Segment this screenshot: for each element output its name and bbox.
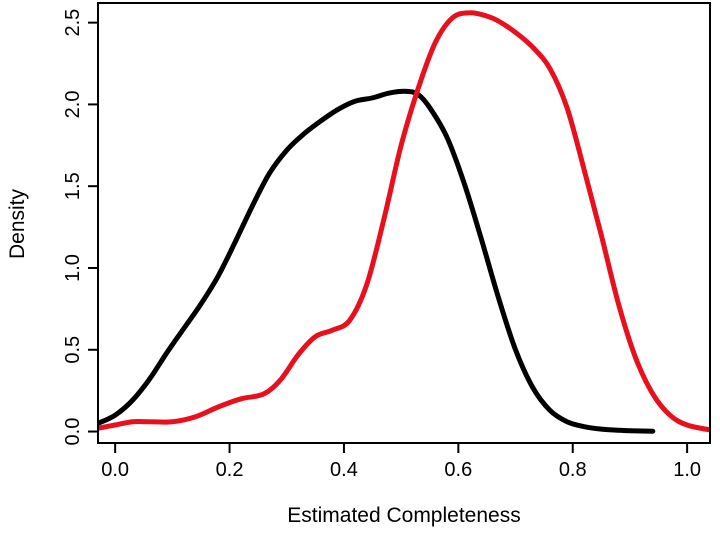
x-tick-label: 0.2 [216,459,244,481]
y-tick-label: 2.5 [62,9,84,37]
x-tick-label: 0.8 [559,459,587,481]
x-tick-label: 0.6 [444,459,472,481]
y-axis-label: Density [6,188,29,259]
x-tick-label: 1.0 [673,459,701,481]
y-tick-label: 0.0 [62,418,84,446]
x-axis-label: Estimated Completeness [287,504,520,527]
x-tick-label: 0.4 [330,459,358,481]
y-axis-ticks: 0.0 0.5 1.0 1.5 2.0 2.5 [62,9,98,446]
y-tick-label: 0.5 [62,336,84,364]
plot-frame [97,2,711,444]
y-tick-label: 1.5 [62,172,84,200]
x-axis-ticks: 0.0 0.2 0.4 0.6 0.8 1.0 [101,443,701,481]
density-line-black [99,88,656,434]
density-line-red [99,10,709,433]
y-tick-label: 2.0 [62,91,84,119]
y-tick-label: 1.0 [62,254,84,282]
series-layer [99,10,709,434]
x-tick-label: 0.0 [101,459,129,481]
